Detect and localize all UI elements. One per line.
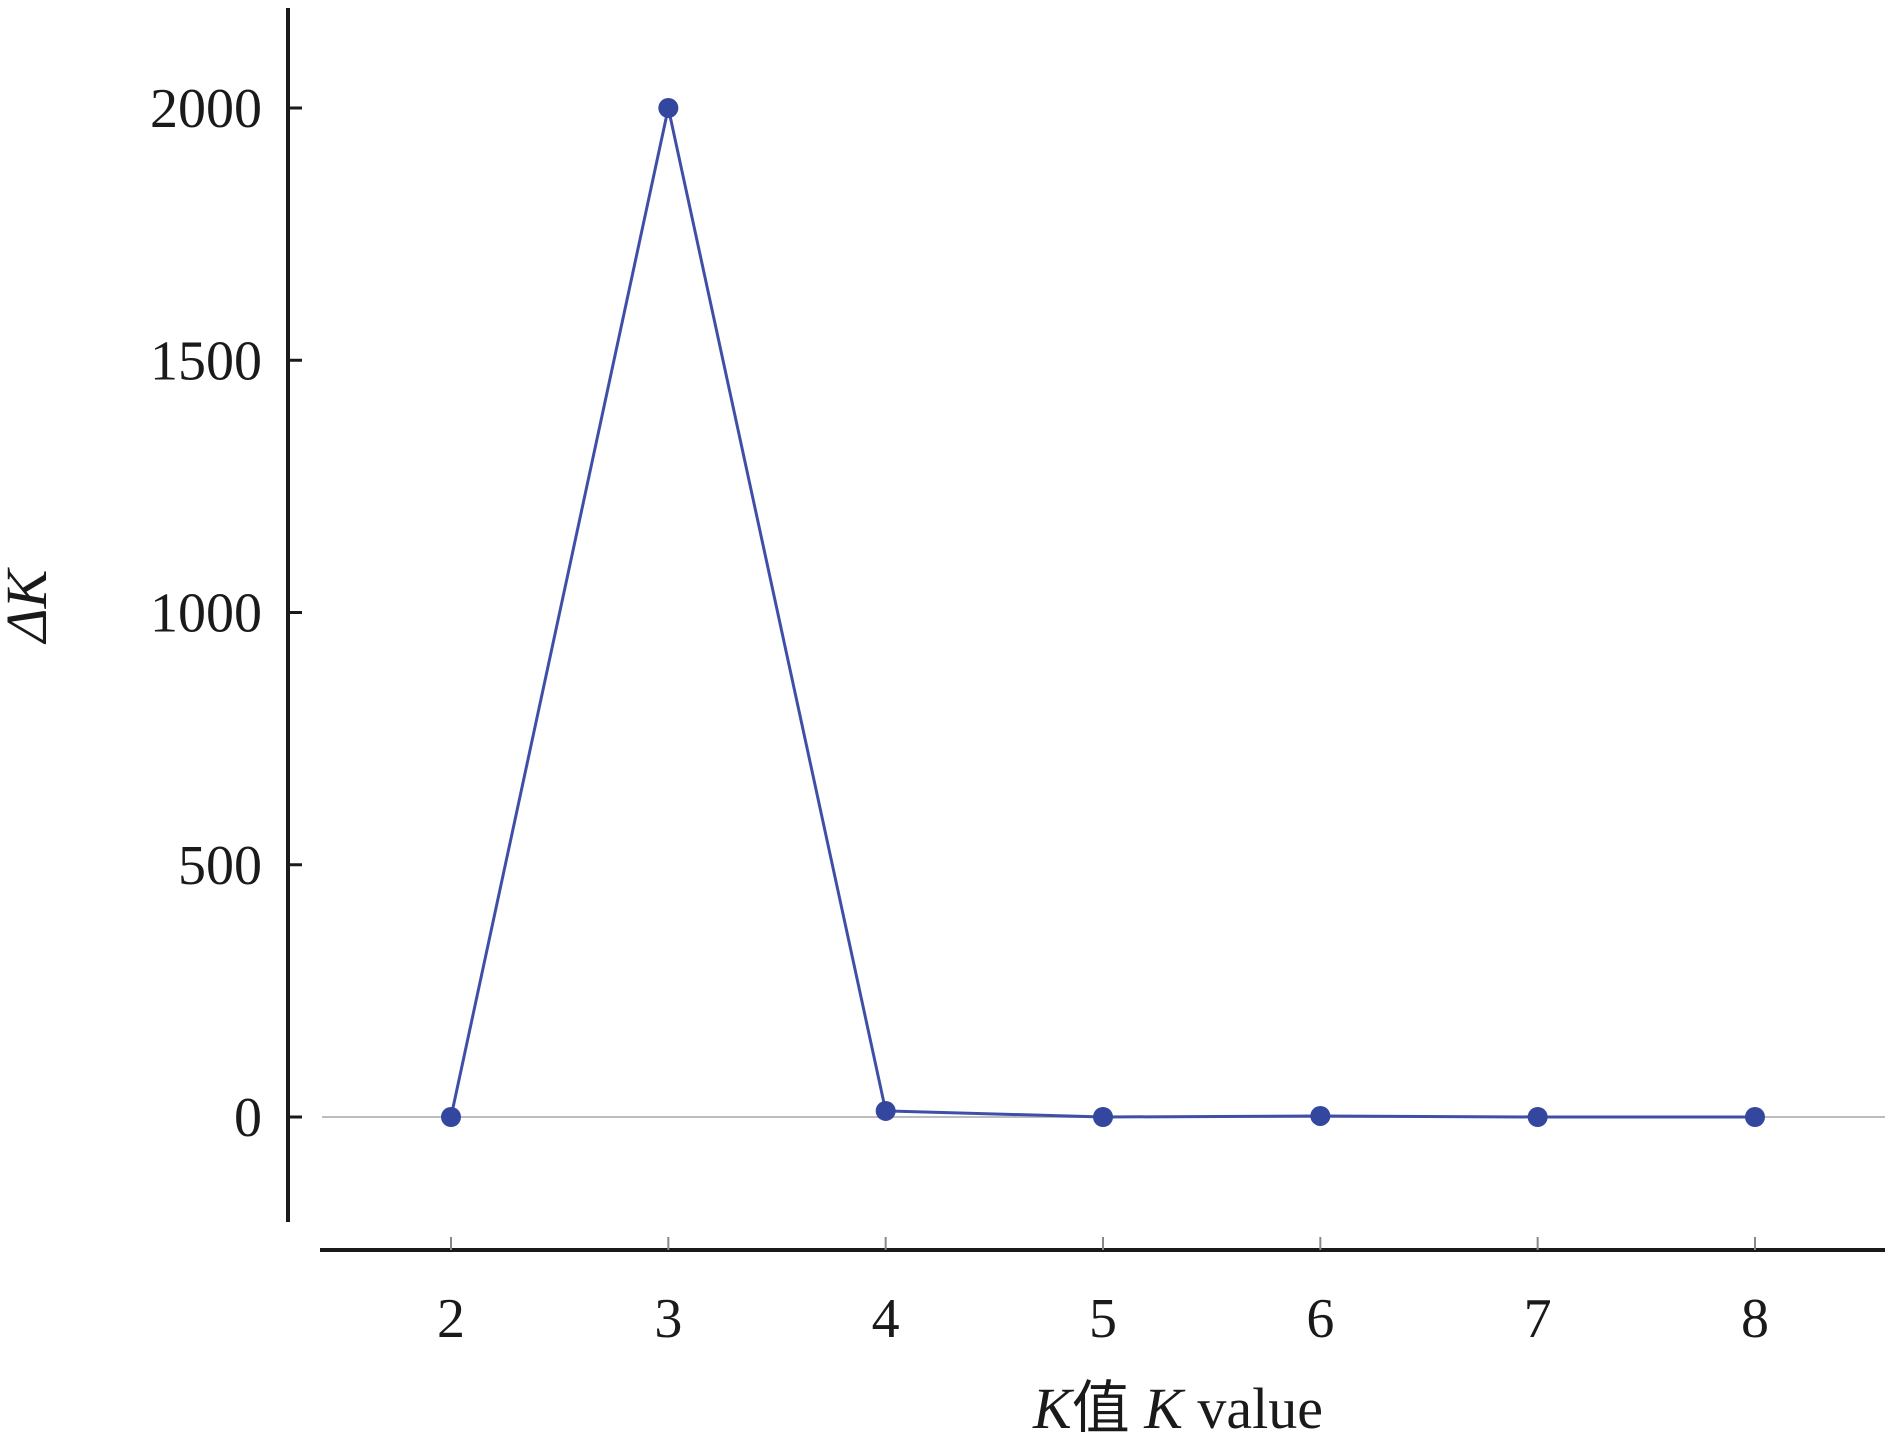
y-tick-label: 1000 xyxy=(150,583,262,645)
x-axis-title-part: 值 xyxy=(1072,1376,1145,1432)
data-point xyxy=(1527,1107,1548,1127)
y-tick-label: 500 xyxy=(178,835,262,897)
y-tick-label: 0 xyxy=(234,1087,262,1149)
data-point xyxy=(1093,1107,1113,1127)
y-tick-label: 1500 xyxy=(150,330,262,392)
x-axis-title: K值 K value xyxy=(1032,1376,1323,1432)
series xyxy=(441,98,1765,1127)
x-axis-title-part: K xyxy=(1032,1376,1075,1432)
axis-labels: 0 500 1000 1500 2000 2 3 4 5 6 7 8 K值 K value ΔK xyxy=(0,78,1769,1432)
data-point xyxy=(1310,1105,1331,1126)
data-point xyxy=(658,98,679,118)
axes xyxy=(286,8,1885,1252)
data-point xyxy=(875,1100,896,1121)
x-tick-label: 5 xyxy=(1089,1288,1117,1350)
x-tick-label: 3 xyxy=(654,1288,682,1350)
series-line xyxy=(449,106,1755,1119)
data-point xyxy=(441,1107,461,1127)
data-point xyxy=(1745,1107,1765,1127)
x-axis-title-part: value xyxy=(1183,1376,1323,1432)
y-axis-title-part: ΔK xyxy=(0,566,59,644)
x-tick-label: 7 xyxy=(1524,1288,1552,1350)
x-tick-label: 2 xyxy=(437,1288,465,1350)
x-axis-title-part: K xyxy=(1143,1376,1186,1432)
x-tick-label: 6 xyxy=(1306,1288,1334,1350)
y-tick-label: 2000 xyxy=(150,78,262,140)
x-tick-label: 8 xyxy=(1741,1288,1769,1350)
x-tick-label: 4 xyxy=(872,1288,900,1350)
y-axis-title: ΔK xyxy=(0,566,59,644)
